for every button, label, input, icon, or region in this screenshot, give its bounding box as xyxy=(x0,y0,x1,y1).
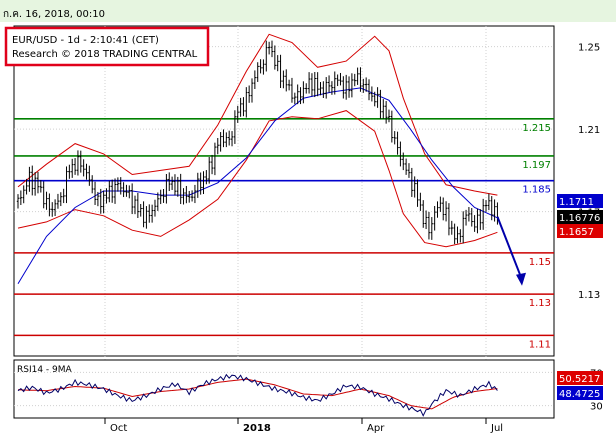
rsi-tag xyxy=(557,371,603,385)
rsi-tag xyxy=(557,386,603,400)
timestamp-label: ก.ค. 16, 2018, 00:10 xyxy=(3,9,105,20)
rsi-tick-label: 30 xyxy=(590,402,603,413)
rsi-series xyxy=(17,373,498,417)
info-line-copyright: Research © 2018 TRADING CENTRAL xyxy=(12,49,198,60)
info-box xyxy=(4,26,210,67)
level-label: 1.13 xyxy=(529,298,551,309)
rsi-gridlines xyxy=(14,371,554,407)
price-tag-label: 1.1711 xyxy=(559,197,594,208)
price-tag xyxy=(557,210,603,224)
info-line-symbol: EUR/USD - 1d - 2:10:41 (CET) xyxy=(12,35,159,46)
x-tick-label: Apr xyxy=(367,423,385,434)
price-tick-label: 1.13 xyxy=(578,290,600,301)
x-tick-label: Oct xyxy=(110,423,127,434)
rsi-tag-label: 50.5217 xyxy=(559,374,600,385)
rsi-tags: 50.5217 48.4725 xyxy=(557,371,603,400)
price-tags: 1.1711 1.16776 1.1657 xyxy=(557,194,603,238)
level-label: 1.185 xyxy=(522,185,551,196)
level-label: 1.215 xyxy=(522,123,551,134)
price-series xyxy=(16,33,526,286)
horizontal-levels: 1.215 1.197 1.185 1.15 1.13 1.11 xyxy=(14,118,554,350)
price-tick-label: 1.21 xyxy=(578,125,600,136)
forecast-arrow-head xyxy=(516,272,526,286)
x-tick-label: Jul xyxy=(490,423,503,434)
rsi-line xyxy=(17,373,498,417)
price-tag-label: 1.16776 xyxy=(559,213,600,224)
bollinger-lower-line xyxy=(17,110,498,248)
rsi-tag-label: 48.4725 xyxy=(559,389,600,400)
time-axis: Oct 2018 Apr Jul xyxy=(104,418,503,434)
x-tick-label: 2018 xyxy=(243,423,271,434)
level-label: 1.11 xyxy=(529,339,551,350)
price-tag xyxy=(557,194,603,208)
price-tick-label: 1.25 xyxy=(578,43,600,54)
price-tag-label: 1.1657 xyxy=(559,227,594,238)
price-tag xyxy=(557,224,603,238)
level-label: 1.197 xyxy=(522,160,551,171)
level-label: 1.15 xyxy=(529,257,551,268)
rsi-title: RSI14 - 9MA xyxy=(17,365,73,375)
forecast-arrow-line xyxy=(496,216,523,281)
price-axis: 1.251.211.171.13 xyxy=(578,43,600,302)
header-bar xyxy=(0,0,616,22)
